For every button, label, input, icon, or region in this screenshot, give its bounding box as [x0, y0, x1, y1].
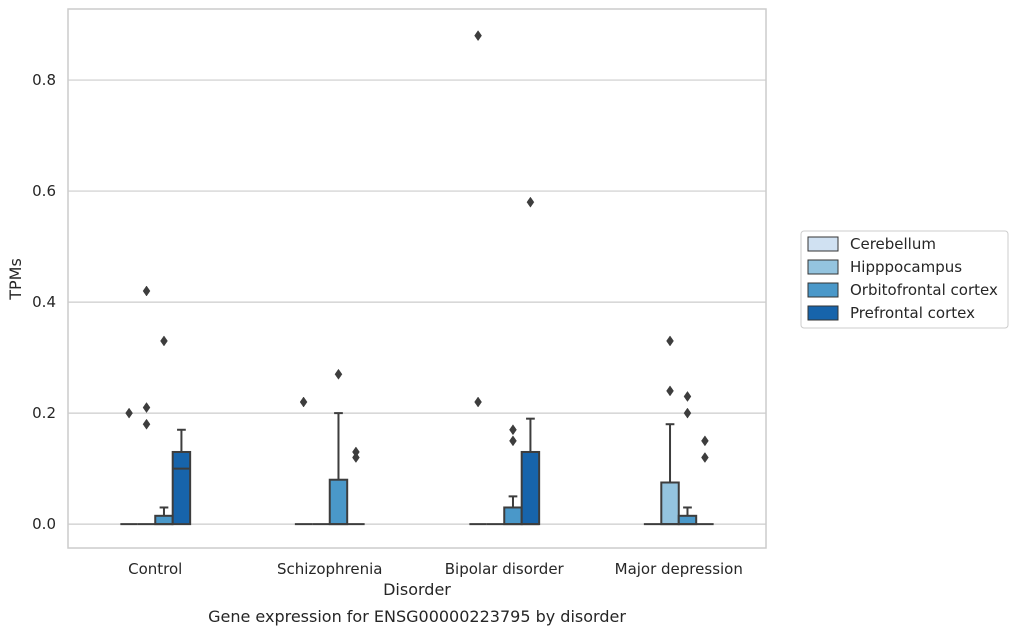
y-axis-label: TPMs [6, 258, 25, 301]
box-2-2 [503, 424, 523, 526]
x-tick-label: Control [128, 560, 182, 578]
y-tick-label: 0.0 [32, 515, 56, 533]
box-3-3 [696, 435, 714, 526]
outlier-point [142, 285, 151, 297]
box-body [154, 514, 174, 526]
y-tick-label: 0.8 [32, 71, 56, 89]
x-tick-label: Major depression [615, 560, 743, 578]
box-3-2 [677, 391, 698, 526]
x-tick-label: Bipolar disorder [445, 560, 565, 578]
legend-label: Orbitofrontal cortex [850, 281, 998, 299]
box-2-3 [520, 196, 541, 526]
outlier-point [142, 402, 151, 413]
chart-title: Gene expression for ENSG00000223795 by d… [208, 607, 626, 626]
outlier-point [352, 452, 360, 463]
box-body [328, 478, 349, 526]
outlier-point [666, 385, 674, 397]
box-0-1 [137, 285, 156, 526]
outlier-point [701, 452, 709, 463]
y-tick-label: 0.4 [32, 293, 56, 311]
plot-area-frame [67, 8, 767, 549]
legend-swatch [807, 259, 839, 275]
outlier-point [683, 407, 692, 419]
outlier-point [142, 418, 151, 430]
legend-swatch [807, 236, 839, 252]
legend-swatch [807, 305, 839, 321]
box-1-0 [294, 396, 313, 526]
x-tick-label: Schizophrenia [277, 560, 382, 578]
legend-swatch [807, 282, 839, 298]
legend-label: Cerebellum [850, 235, 936, 253]
outlier-point [701, 435, 709, 447]
outlier-point [509, 424, 517, 436]
legend-label: Prefrontal cortex [850, 304, 975, 322]
outlier-point [160, 335, 168, 347]
y-tick-label: 0.2 [32, 404, 56, 422]
box-0-2 [154, 335, 174, 526]
legend: Cerebellum Hipppocampus Orbitofrontal cort… [800, 230, 1009, 329]
outlier-point [474, 396, 482, 408]
x-tick-labels: Control Schizophrenia Bipolar disorder Majo… [128, 560, 743, 578]
box-0-3 [171, 428, 192, 526]
box-0-0 [120, 407, 138, 526]
outlier-point [125, 407, 133, 419]
box-2-0 [469, 30, 487, 526]
box-body [677, 514, 698, 526]
box-3-1 [660, 335, 680, 526]
outlier-point [666, 335, 674, 347]
outlier-point [299, 396, 308, 408]
boxes [120, 30, 714, 526]
box-1-2 [328, 368, 349, 526]
box-body [503, 506, 523, 526]
outlier-point [683, 391, 692, 402]
box-body [171, 450, 192, 526]
box-body [660, 481, 680, 526]
box-body [520, 450, 541, 526]
y-tick-label: 0.6 [32, 182, 56, 200]
outlier-point [334, 368, 343, 380]
outlier-point [474, 30, 482, 42]
outlier-point [526, 196, 535, 208]
box-1-3 [347, 446, 365, 526]
legend-label: Hipppocampus [850, 258, 962, 276]
x-axis-label: Disorder [383, 580, 451, 599]
y-tick-labels: 0.0 0.2 0.4 0.6 0.8 [32, 71, 56, 533]
outlier-point [509, 435, 517, 447]
legend-frame [800, 230, 1009, 329]
